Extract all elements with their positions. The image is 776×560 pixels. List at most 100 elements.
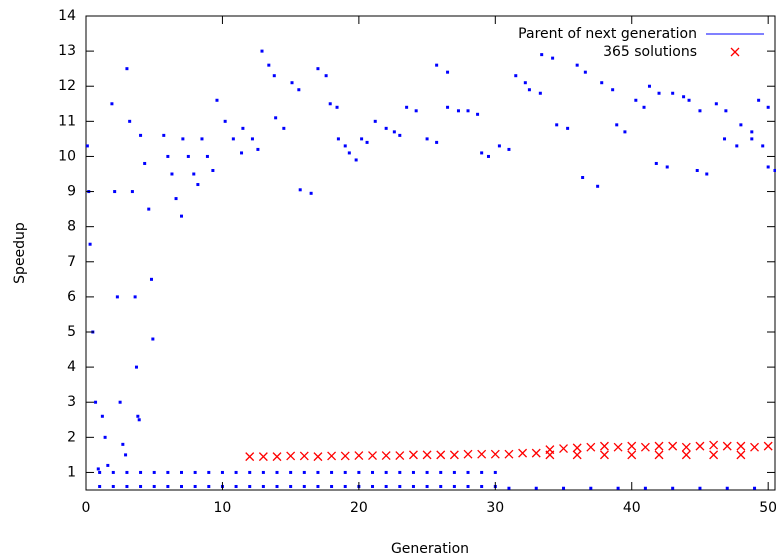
point (446, 70, 450, 74)
point (166, 154, 170, 158)
point (371, 470, 375, 474)
point (681, 450, 691, 460)
point (316, 470, 320, 474)
point (507, 486, 511, 490)
point (111, 470, 115, 474)
y-tick-label: 14 (58, 8, 76, 24)
point (207, 484, 211, 488)
point (96, 467, 100, 471)
point (599, 441, 609, 451)
point (682, 95, 686, 99)
point (336, 137, 340, 141)
point (125, 484, 129, 488)
point (523, 81, 527, 85)
point (480, 470, 484, 474)
point (343, 144, 347, 148)
point (110, 102, 114, 106)
point (572, 443, 582, 453)
point (94, 400, 98, 404)
x-tick-label: 10 (214, 500, 232, 516)
point (763, 441, 773, 451)
point (750, 442, 759, 452)
y-tick-label: 10 (58, 148, 76, 164)
point (137, 418, 141, 422)
point (324, 74, 328, 78)
x-tick-label: 50 (759, 500, 776, 516)
point (411, 470, 415, 474)
point (575, 63, 579, 67)
point (330, 470, 334, 474)
point (115, 295, 119, 299)
y-tick-label: 6 (67, 289, 76, 305)
point (463, 449, 473, 459)
point (480, 484, 484, 488)
point (490, 449, 500, 459)
point (128, 119, 132, 123)
point (392, 130, 396, 134)
point (118, 400, 122, 404)
point (724, 109, 728, 113)
point (124, 453, 128, 457)
point (368, 451, 377, 461)
point (425, 484, 429, 488)
point (100, 414, 104, 418)
point (466, 484, 470, 488)
point (88, 242, 92, 246)
point (234, 470, 238, 474)
y-tick-label: 1 (67, 464, 76, 480)
y-tick-label: 12 (58, 78, 76, 94)
point (261, 470, 265, 474)
point (152, 484, 156, 488)
point (695, 168, 699, 172)
point (709, 450, 719, 460)
point (139, 470, 143, 474)
point (302, 484, 306, 488)
point (166, 470, 170, 474)
point (452, 484, 456, 488)
point (297, 88, 301, 92)
point (668, 441, 678, 451)
point (103, 435, 107, 439)
point (248, 470, 252, 474)
point (340, 451, 350, 461)
point (613, 442, 623, 452)
point (725, 486, 729, 490)
point (477, 449, 487, 459)
point (384, 484, 388, 488)
point (551, 56, 555, 60)
point (357, 470, 361, 474)
point (180, 484, 184, 488)
point (398, 470, 402, 474)
point (422, 450, 432, 460)
point (313, 452, 323, 462)
point (665, 165, 669, 169)
point (504, 449, 514, 459)
point (260, 49, 264, 53)
point (739, 123, 743, 127)
point (274, 116, 278, 120)
point (654, 450, 664, 460)
point (723, 137, 727, 141)
point (538, 91, 542, 95)
point (180, 214, 184, 218)
point (302, 470, 306, 474)
point (414, 109, 418, 113)
point (373, 119, 377, 123)
plot-frame (85, 15, 776, 491)
x-tick-label: 40 (623, 500, 641, 516)
point (446, 105, 450, 109)
point (766, 105, 770, 109)
plot-area (86, 49, 776, 490)
point (449, 450, 459, 460)
point (466, 470, 470, 474)
point (343, 484, 347, 488)
point (151, 337, 155, 341)
point (736, 441, 746, 451)
point (282, 126, 286, 130)
point (113, 190, 117, 194)
point (722, 441, 732, 451)
point (286, 451, 296, 461)
point (493, 470, 497, 474)
point (486, 154, 490, 158)
point (289, 484, 293, 488)
